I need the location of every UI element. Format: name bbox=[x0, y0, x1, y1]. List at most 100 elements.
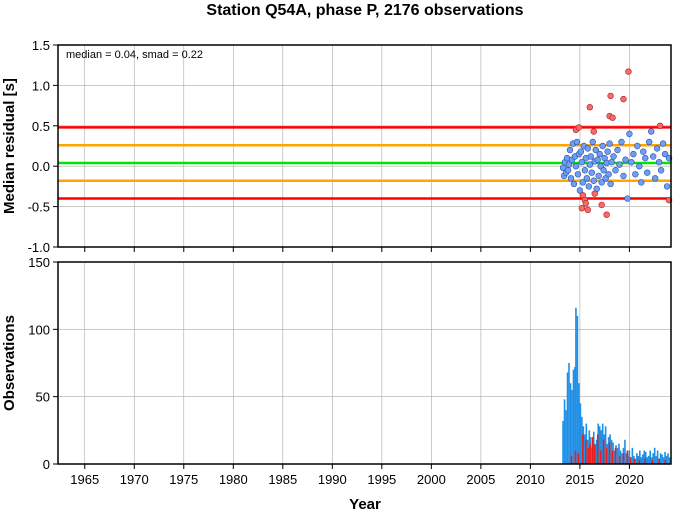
total-observation-bar bbox=[625, 453, 628, 464]
inlier-point bbox=[634, 142, 641, 150]
inlier-point bbox=[649, 153, 657, 160]
total-observation-bar bbox=[578, 383, 580, 464]
total-observation-bar bbox=[598, 426, 601, 464]
outliers-observation-bar bbox=[608, 442, 611, 464]
inlier-point bbox=[655, 158, 663, 166]
outlier-point bbox=[609, 114, 616, 121]
total-observation-bar bbox=[636, 453, 638, 464]
outlier-point bbox=[620, 95, 627, 103]
total-observation-bar bbox=[610, 439, 613, 464]
total-observation-bar bbox=[576, 315, 579, 464]
total-observation-bar bbox=[604, 426, 607, 464]
total-observation-bar bbox=[574, 367, 576, 464]
inlier-point bbox=[642, 154, 649, 162]
inlier-point bbox=[586, 161, 593, 168]
total-observation-bar bbox=[634, 458, 637, 464]
inlier-point bbox=[573, 138, 581, 146]
outliers-observation-bar bbox=[626, 450, 629, 464]
total-observation-bar bbox=[649, 450, 652, 464]
inlier-point bbox=[565, 161, 573, 168]
total-observation-bar bbox=[571, 389, 573, 464]
total-observation-bar bbox=[563, 399, 566, 464]
outlier-point bbox=[603, 211, 610, 218]
year-tick-label: 1980 bbox=[219, 472, 248, 487]
observations-y-tick-label: 0 bbox=[43, 457, 50, 472]
residual-y-tick-label: 0.0 bbox=[32, 159, 50, 174]
observations-plot-frame bbox=[57, 261, 672, 465]
total-observation-bar bbox=[568, 363, 570, 464]
total-observation-bar bbox=[584, 434, 586, 464]
observations-y-axis-label: Observations bbox=[1, 315, 18, 411]
year-tick-label: 1965 bbox=[70, 472, 99, 487]
year-tick-label: 2005 bbox=[466, 472, 495, 487]
observations-y-axis: 0 50 100 150 bbox=[28, 255, 58, 472]
observations-y-tick-label: 100 bbox=[28, 322, 50, 337]
outliers-observation-bar bbox=[582, 434, 584, 464]
total-observation-bar bbox=[652, 453, 654, 464]
outliers-observation-bar bbox=[577, 453, 580, 464]
total-observation-bar bbox=[579, 403, 582, 464]
total-observation-bar bbox=[656, 450, 659, 464]
outliers-observation-bar bbox=[611, 450, 614, 464]
inlier-point bbox=[608, 158, 615, 166]
total-observation-bar bbox=[647, 455, 650, 464]
total-observation-bar bbox=[624, 439, 626, 464]
inlier-point bbox=[630, 150, 637, 158]
observation-bars bbox=[562, 307, 671, 464]
outliers-observation-bar bbox=[589, 443, 592, 464]
total-observation-bar bbox=[665, 455, 668, 464]
inlier-point bbox=[628, 158, 635, 166]
inlier-point bbox=[618, 138, 625, 146]
total-observation-bar bbox=[667, 453, 669, 464]
inlier-point bbox=[599, 142, 606, 150]
total-observation-bar bbox=[653, 447, 656, 464]
inlier-point bbox=[647, 128, 655, 135]
outlier-point bbox=[607, 92, 614, 100]
total-observation-bar bbox=[607, 437, 610, 464]
inlier-point bbox=[576, 187, 584, 194]
inlier-point bbox=[607, 180, 614, 188]
inlier-point bbox=[651, 175, 659, 182]
chart-title: Station Q54A, phase P, 2176 observations bbox=[206, 2, 523, 19]
residual-plot-frame bbox=[57, 44, 672, 248]
inlier-point bbox=[606, 140, 613, 147]
outliers-observation-bar bbox=[638, 459, 641, 464]
year-tick-label: 1995 bbox=[367, 472, 396, 487]
outliers-observation-bar bbox=[591, 437, 594, 464]
total-observation-bar bbox=[601, 423, 604, 464]
outliers-observation-bar bbox=[596, 434, 599, 464]
outliers-observation-bar bbox=[664, 459, 666, 464]
total-observation-bar bbox=[631, 447, 634, 464]
total-observation-bar bbox=[643, 450, 646, 464]
total-observation-bar bbox=[659, 453, 662, 464]
year-x-axis: 1965 1970 1975 1980 1985 1990 1995 2000 2005 2010… bbox=[70, 464, 644, 487]
total-observation-bar bbox=[565, 410, 567, 464]
inlier-point bbox=[600, 167, 607, 174]
inlier-point bbox=[646, 138, 653, 146]
residual-points bbox=[559, 68, 673, 218]
total-observation-bar bbox=[641, 454, 644, 464]
inlier-point bbox=[610, 153, 617, 160]
residual-y-axis: -1.0 -0.5 0.0 0.5 1.0 1.5 bbox=[28, 38, 58, 255]
median-smad-annotation: median = 0.04, smad = 0.22 bbox=[66, 49, 203, 61]
total-observation-bar bbox=[581, 416, 583, 464]
residual-y-axis-label: Median residual [s] bbox=[1, 78, 18, 214]
total-observation-bar bbox=[572, 369, 575, 464]
residual-gridlines bbox=[58, 44, 671, 252]
inlier-point bbox=[616, 161, 623, 168]
inlier-point bbox=[620, 172, 627, 180]
inlier-point bbox=[644, 169, 651, 176]
inlier-point bbox=[579, 179, 587, 186]
outliers-observation-bar bbox=[574, 450, 577, 464]
year-tick-label: 2010 bbox=[516, 472, 545, 487]
inlier-point bbox=[594, 156, 601, 163]
inlier-point bbox=[578, 158, 586, 166]
inlier-point bbox=[574, 171, 582, 178]
outlier-point bbox=[598, 201, 605, 209]
total-observation-bar bbox=[600, 430, 602, 464]
total-observation-bar bbox=[644, 451, 647, 464]
outlier-point bbox=[590, 128, 597, 135]
inlier-point bbox=[589, 138, 596, 146]
inlier-point bbox=[622, 156, 629, 163]
inlier-point bbox=[585, 183, 593, 190]
